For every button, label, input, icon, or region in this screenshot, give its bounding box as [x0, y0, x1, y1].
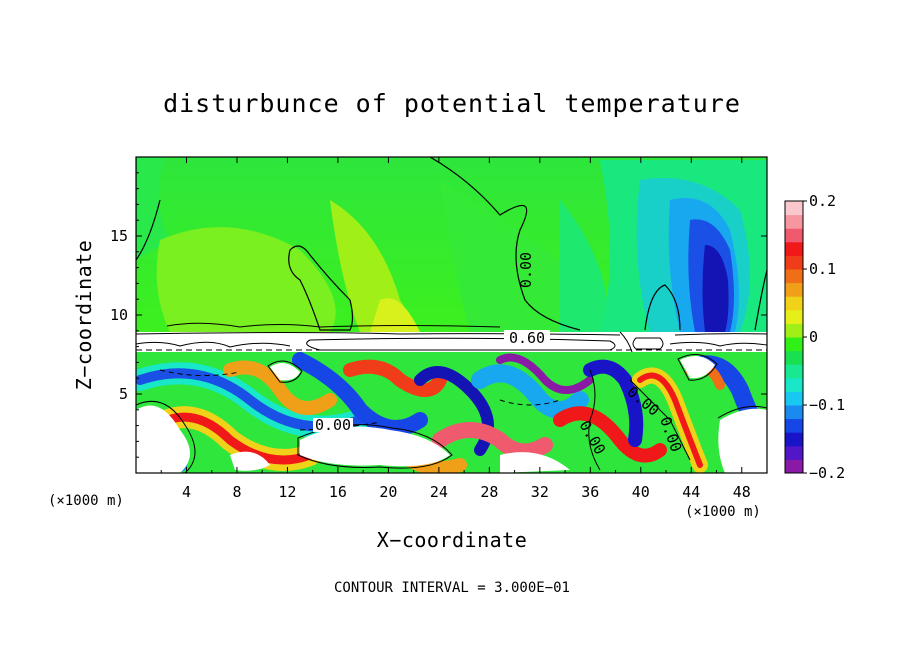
x-axis-title: X−coordinate: [377, 528, 528, 552]
colorbar-swatch: [785, 214, 803, 229]
x-tick-label: 20: [379, 483, 397, 501]
colorbar-swatch: [785, 323, 803, 338]
colorbar-swatch: [785, 309, 803, 324]
colorbar-tick-label: −0.2: [809, 464, 845, 482]
colorbar-swatch: [785, 377, 803, 392]
colorbar-swatch: [785, 269, 803, 284]
x-tick-label: 48: [733, 483, 751, 501]
x-axis-unit-label: (×1000 m): [685, 504, 761, 520]
contour-label-band: 0.60: [509, 329, 545, 347]
y-tick-label: 15: [110, 227, 128, 245]
plot-area: 0.00 0.60 0.00 0.00 0.00 0.00: [135, 156, 768, 474]
x-tick-label: 8: [232, 483, 241, 501]
upper-field: [136, 157, 767, 332]
x-tick-label: 36: [581, 483, 599, 501]
lower-field: [136, 352, 767, 473]
colorbar-swatch: [785, 405, 803, 420]
contour-label-upper: 0.00: [517, 252, 535, 288]
colorbar-tick-label: 0: [809, 328, 818, 346]
colorbar-swatch: [785, 418, 803, 433]
contour-interval-note: CONTOUR INTERVAL = 3.000E−01: [334, 580, 570, 596]
white-band: [136, 332, 767, 352]
colorbar-swatch: [785, 296, 803, 311]
colorbar-swatch: [785, 350, 803, 365]
contour-label-lower-left: 0.00: [315, 416, 351, 434]
colorbar-swatch: [785, 282, 803, 297]
x-tick-label: 44: [682, 483, 700, 501]
x-tick-label: 24: [430, 483, 448, 501]
colorbar-swatch: [785, 337, 803, 352]
colorbar-tick-label: −0.1: [809, 396, 845, 414]
colorbar-tick-label: 0.1: [809, 260, 836, 278]
x-tick-label: 12: [278, 483, 296, 501]
x-tick-label: 4: [182, 483, 191, 501]
colorbar-swatch: [785, 228, 803, 243]
x-tick-label: 28: [480, 483, 498, 501]
x-tick-label: 32: [531, 483, 549, 501]
colorbar-swatch: [785, 445, 803, 460]
y-axis-title: Z−coordinate: [72, 240, 96, 391]
x-axis: 4 8 12 16 20 24 28 32 36 40 44 48: [160, 157, 751, 501]
colorbar-swatch: [785, 459, 803, 474]
colorbar-swatch: [785, 364, 803, 379]
chart-title: disturbunce of potential temperature: [163, 89, 741, 118]
y-axis: 5 10 15: [110, 172, 767, 458]
x-tick-label: 40: [632, 483, 650, 501]
colorbar-tick-label: 0.2: [809, 192, 836, 210]
colorbar-swatch: [785, 432, 803, 447]
colorbar-swatch: [785, 391, 803, 406]
colorbar-swatch: [785, 241, 803, 256]
lower-white-regions: [136, 356, 767, 473]
colorbar-swatch: [785, 201, 803, 216]
colorbar-swatch: [785, 255, 803, 270]
y-tick-label: 10: [110, 306, 128, 324]
x-tick-label: 16: [329, 483, 347, 501]
x-origin-unit-label: (×1000 m): [48, 493, 124, 509]
y-tick-label: 5: [119, 385, 128, 403]
colorbar: 0.2 0.1 0 −0.1 −0.2: [784, 192, 845, 482]
